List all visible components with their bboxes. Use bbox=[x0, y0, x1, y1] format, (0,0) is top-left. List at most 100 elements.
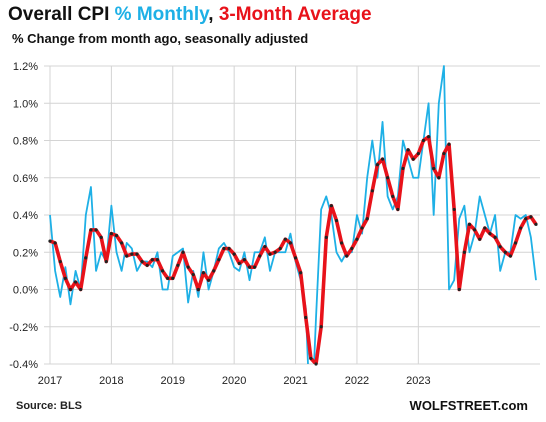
average-point bbox=[340, 241, 344, 245]
average-point bbox=[63, 276, 67, 280]
average-point bbox=[94, 228, 98, 232]
average-point bbox=[426, 135, 431, 139]
average-point bbox=[89, 228, 93, 232]
x-tick-label: 2018 bbox=[99, 375, 123, 387]
average-point bbox=[314, 362, 318, 366]
y-tick-label: 0.6% bbox=[13, 173, 38, 185]
average-point bbox=[268, 252, 272, 256]
average-point bbox=[73, 280, 78, 284]
average-line bbox=[49, 134, 538, 364]
average-point bbox=[432, 166, 436, 171]
average-point bbox=[242, 258, 246, 262]
average-point bbox=[396, 207, 400, 212]
chart-title: Overall CPI % Monthly, 3-Month Average bbox=[8, 4, 372, 26]
y-tick-label: 0.4% bbox=[13, 210, 38, 222]
average-point bbox=[437, 176, 441, 180]
site-label: WOLFSTREET.com bbox=[409, 398, 528, 413]
average-point bbox=[79, 287, 83, 292]
average-point bbox=[155, 258, 160, 262]
average-point bbox=[232, 252, 236, 256]
average-point bbox=[258, 254, 262, 258]
source-label: Source: BLS bbox=[16, 400, 83, 412]
average-point bbox=[114, 233, 119, 238]
average-point bbox=[222, 246, 226, 251]
y-tick-label: -0.2% bbox=[9, 322, 38, 334]
x-tick-label: 2020 bbox=[222, 375, 246, 387]
average-point bbox=[99, 235, 103, 239]
average-point bbox=[401, 166, 405, 171]
x-axis-ticks: 2017 2018 2019 2020 2021 2022 2023 bbox=[38, 375, 431, 387]
average-point bbox=[391, 194, 395, 198]
average-point bbox=[457, 287, 461, 292]
average-point bbox=[498, 245, 502, 249]
average-point bbox=[58, 259, 62, 264]
average-point bbox=[421, 138, 426, 143]
average-point bbox=[201, 271, 206, 275]
average-point bbox=[217, 258, 221, 262]
average-point bbox=[370, 189, 374, 193]
average-point bbox=[120, 241, 124, 245]
average-point bbox=[442, 151, 446, 156]
average-point bbox=[319, 325, 323, 329]
average-point bbox=[406, 148, 410, 152]
average-point bbox=[181, 250, 185, 254]
average-point bbox=[447, 142, 451, 146]
average-point bbox=[386, 176, 390, 180]
average-point bbox=[324, 235, 328, 239]
average-point bbox=[467, 222, 472, 226]
average-point bbox=[452, 207, 456, 212]
x-tick-label: 2019 bbox=[161, 375, 185, 387]
average-point bbox=[278, 246, 282, 251]
y-axis-ticks: 1.2% 1.0% 0.8% 0.6% 0.4% 0.2% 0.0% -0.2% -0.4% bbox=[9, 61, 38, 371]
average-point bbox=[299, 271, 303, 275]
average-point bbox=[186, 265, 190, 269]
average-point bbox=[473, 228, 477, 232]
average-point bbox=[513, 241, 518, 245]
average-point bbox=[135, 252, 139, 256]
average-point bbox=[519, 226, 523, 230]
average-point bbox=[206, 278, 211, 282]
average-point bbox=[196, 287, 200, 292]
average-point bbox=[529, 215, 533, 219]
average-point bbox=[247, 265, 252, 269]
average-point bbox=[263, 245, 267, 249]
average-point bbox=[140, 259, 144, 264]
average-point bbox=[350, 246, 354, 251]
average-point bbox=[534, 222, 538, 226]
x-tick-label: 2022 bbox=[345, 375, 369, 387]
average-point bbox=[145, 263, 149, 267]
average-point bbox=[84, 256, 88, 260]
average-point bbox=[345, 254, 349, 258]
x-tick-label: 2021 bbox=[283, 375, 307, 387]
average-point bbox=[365, 217, 369, 221]
average-point bbox=[160, 269, 165, 273]
average-point bbox=[109, 232, 113, 236]
average-point bbox=[237, 261, 241, 266]
average-point bbox=[309, 356, 313, 361]
average-point bbox=[329, 204, 333, 208]
chart-title-part3: , bbox=[208, 4, 219, 25]
average-point bbox=[355, 237, 359, 241]
average-point bbox=[360, 226, 364, 230]
average-point bbox=[171, 276, 175, 280]
average-point bbox=[416, 151, 420, 156]
average-point bbox=[150, 258, 154, 262]
average-point bbox=[493, 235, 497, 239]
average-points bbox=[48, 135, 538, 366]
chart-title-average: 3-Month Average bbox=[218, 4, 372, 25]
average-point bbox=[462, 250, 466, 254]
average-point bbox=[488, 232, 492, 236]
average-point bbox=[68, 287, 73, 292]
chart-subtitle: % Change from month ago, seasonally adju… bbox=[12, 31, 309, 46]
average-point bbox=[166, 276, 170, 280]
average-point bbox=[483, 226, 487, 230]
y-tick-label: 1.2% bbox=[13, 61, 38, 73]
average-point bbox=[53, 241, 57, 245]
y-tick-label: -0.4% bbox=[9, 359, 38, 371]
y-tick-label: 0.2% bbox=[13, 247, 38, 259]
average-point bbox=[227, 246, 231, 251]
average-point bbox=[478, 237, 482, 241]
average-point bbox=[283, 237, 287, 241]
average-point bbox=[212, 269, 216, 273]
